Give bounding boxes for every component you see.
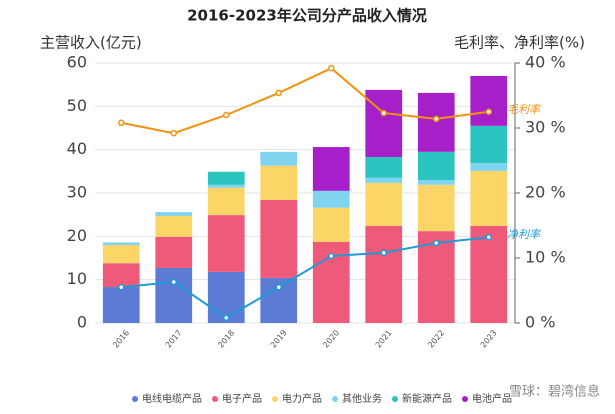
legend-swatch [462, 396, 468, 402]
y-tick-label: 40 [67, 139, 87, 158]
bar-segment [312, 147, 350, 191]
line-point [223, 111, 230, 119]
bar-segment [207, 171, 245, 185]
y2-tick-label: 0 % [525, 313, 555, 332]
line-point [118, 284, 125, 291]
bar-segment [365, 225, 403, 323]
x-tick-label: 2022 [426, 328, 446, 349]
line-point [118, 119, 125, 127]
bar-segment [470, 225, 508, 323]
legend-swatch [272, 396, 278, 402]
x-tick-label: 2018 [216, 328, 236, 349]
x-tick-label: 2016 [111, 328, 131, 349]
y2-tick-label: 20 % [525, 183, 566, 202]
y2-tick-label: 10 % [525, 248, 566, 267]
line-point [328, 252, 335, 260]
legend-swatch [392, 396, 398, 402]
legend-swatch [212, 396, 218, 402]
legend-label: 电子产品 [222, 392, 262, 405]
bar-segment [470, 163, 508, 171]
watermark: 雪球：碧湾信息 [509, 384, 600, 400]
line-series [121, 67, 489, 135]
line-point [433, 239, 440, 247]
bar-segment [102, 263, 140, 288]
legend-label: 电力产品 [282, 392, 322, 405]
x-tick-label: 2019 [269, 328, 289, 349]
y2-axis-title: 毛利率、净利率(%) [454, 34, 585, 52]
bar-segment [260, 151, 298, 166]
y-tick-label: 60 [67, 53, 87, 72]
y2-tick-label: 40 % [525, 53, 566, 72]
bar-segment [155, 215, 193, 237]
bar-segment [207, 271, 245, 323]
bar-segment [417, 151, 455, 180]
bar-segment [417, 184, 455, 232]
x-tick-label: 2021 [374, 328, 394, 349]
bar-segment [312, 207, 350, 242]
x-tick-label: 2023 [479, 328, 499, 349]
y-tick-label: 30 [67, 183, 87, 202]
line-point [275, 284, 282, 291]
line-label: 毛利率 [507, 103, 542, 116]
legend-label: 其他业务 [342, 392, 382, 405]
line-point [170, 278, 177, 286]
bar-segment [207, 187, 245, 216]
line-point [170, 129, 177, 137]
line-point [380, 249, 387, 257]
line-point [328, 64, 335, 72]
bar-segment [365, 177, 403, 184]
line-point [485, 233, 492, 241]
bar-segment [470, 125, 508, 164]
bar-segment [155, 267, 193, 323]
line-label: 净利率 [507, 228, 542, 241]
bar-segment [470, 170, 508, 226]
bar-segment [155, 212, 193, 216]
y2-tick-label: 30 % [525, 118, 566, 137]
y-tick-label: 10 [67, 269, 87, 288]
line-series [121, 236, 489, 319]
bar-segment [365, 183, 403, 226]
line-point [433, 115, 440, 123]
x-tick-label: 2020 [321, 328, 341, 349]
bar-segment [260, 165, 298, 200]
bar-segment [207, 215, 245, 272]
bar-segment [365, 157, 403, 178]
y-tick-label: 20 [67, 226, 87, 245]
line-point [275, 89, 282, 97]
bar-segment [417, 231, 455, 323]
bar-segment [417, 180, 455, 185]
bar-segment [260, 199, 298, 278]
bar-segment [155, 236, 193, 268]
legend-label: 电池产品 [472, 392, 512, 405]
bar-segment [417, 92, 455, 152]
bar-segment [365, 89, 403, 158]
bar-segment [207, 184, 245, 188]
chart-title: 2016-2023年公司分产品收入情况 [187, 7, 427, 25]
y-axis-title: 主营收入(亿元) [40, 34, 142, 52]
line-point [380, 109, 387, 117]
legend-swatch [332, 396, 338, 402]
line-point [223, 314, 230, 322]
x-tick-label: 2017 [164, 328, 184, 349]
bar-segment [102, 245, 140, 264]
bar-segment [102, 242, 140, 245]
legend-swatch [132, 396, 138, 402]
line-point [485, 108, 492, 115]
legend-label: 电线电缆产品 [142, 392, 202, 405]
bar-segment [312, 190, 350, 208]
y-tick-label: 50 [67, 96, 87, 115]
y-tick-label: 0 [77, 313, 87, 332]
bar-segment [102, 287, 140, 323]
legend-label: 新能源产品 [402, 392, 452, 405]
bar-segment [470, 76, 508, 126]
